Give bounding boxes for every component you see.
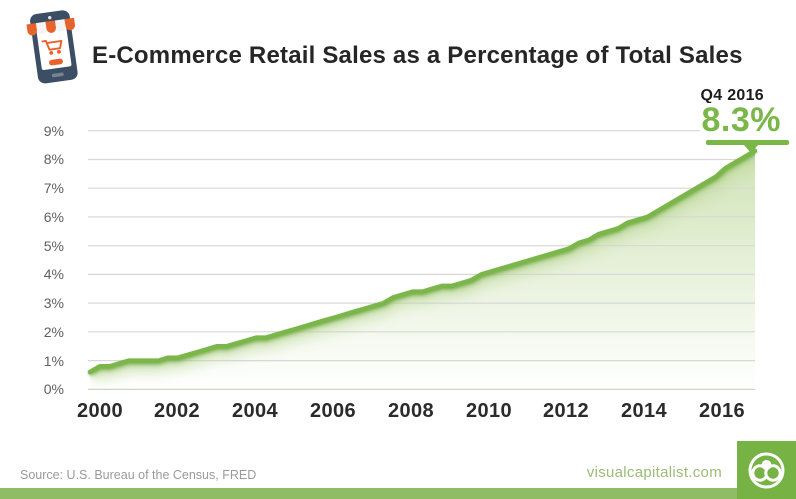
phone-home-slot bbox=[51, 72, 64, 78]
mobile-storefront-cart-icon bbox=[20, 4, 86, 92]
gridlines bbox=[88, 130, 755, 390]
x-axis-label: 2016 bbox=[698, 400, 746, 422]
visual-capitalist-logo bbox=[737, 441, 796, 499]
trend-line bbox=[87, 148, 758, 375]
y-axis-label: 1% bbox=[43, 353, 64, 369]
x-axis-label: 2014 bbox=[620, 400, 668, 422]
source-note: Source: U.S. Bureau of the Census, FRED bbox=[20, 468, 257, 482]
binoculars-logo-icon bbox=[748, 452, 785, 489]
annotation-value: 8.3% bbox=[699, 101, 783, 139]
store-awning-icon bbox=[26, 17, 76, 36]
site-url-text: visualcapitalist.com bbox=[586, 464, 722, 481]
phone-camera-dot bbox=[48, 15, 52, 20]
x-axis-label: 2010 bbox=[465, 400, 513, 422]
page-title: E-Commerce Retail Sales as a Percentage … bbox=[92, 42, 743, 69]
y-axis-label: 9% bbox=[43, 123, 64, 139]
annotation-underline bbox=[706, 140, 789, 145]
x-axis-label: 2008 bbox=[387, 400, 435, 422]
y-axis-label: 8% bbox=[43, 151, 64, 167]
area-fill bbox=[90, 150, 755, 390]
x-axis-label: 2002 bbox=[153, 400, 201, 422]
x-axis-label: 2000 bbox=[76, 400, 124, 422]
shopping-cart-icon bbox=[41, 39, 63, 55]
y-axis-label: 5% bbox=[43, 238, 64, 254]
x-axis-label: 2012 bbox=[542, 400, 590, 422]
y-axis-label: 3% bbox=[43, 295, 64, 311]
x-axis-label: 2004 bbox=[231, 400, 279, 422]
annotation-period-label: Q4 2016 bbox=[698, 87, 766, 105]
annotation-pointer-triangle bbox=[744, 145, 758, 153]
y-axis-label: 6% bbox=[43, 209, 64, 225]
bottom-accent-bar bbox=[0, 488, 737, 499]
y-axis-label: 7% bbox=[43, 180, 64, 196]
y-axis-label: 4% bbox=[43, 266, 64, 282]
y-axis-label: 2% bbox=[43, 324, 64, 340]
y-axis-label: 0% bbox=[43, 381, 64, 397]
buy-button-pill bbox=[49, 58, 63, 66]
x-axis-label: 2006 bbox=[309, 400, 357, 422]
